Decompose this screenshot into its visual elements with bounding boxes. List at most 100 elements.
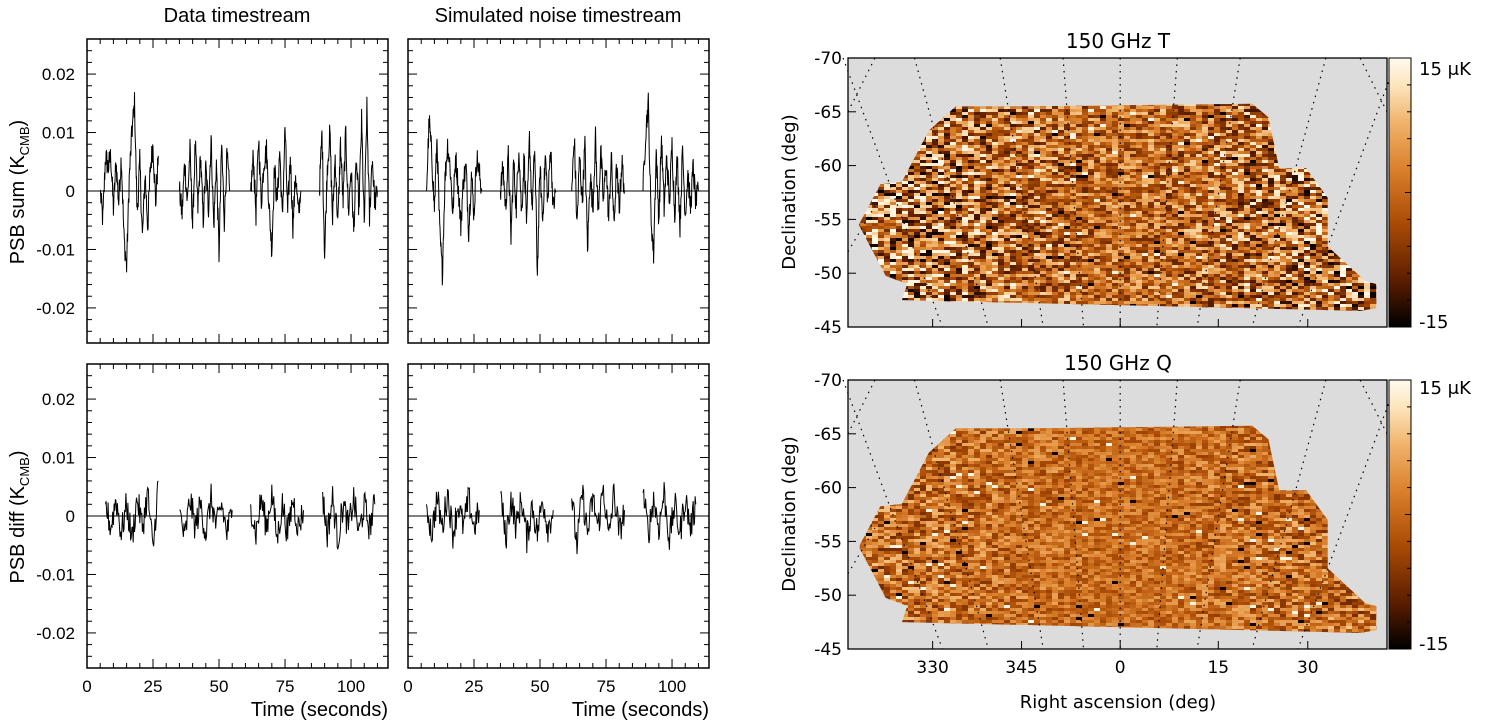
map-pixel — [974, 124, 981, 128]
map-pixel — [1256, 127, 1263, 131]
map-pixel — [998, 208, 1005, 212]
map-pixel — [1196, 115, 1203, 119]
map-pixel — [950, 205, 957, 209]
x-tick-label: 0 — [82, 677, 91, 696]
map-pixel — [1280, 178, 1287, 182]
map-pixel — [926, 133, 933, 137]
map-pixel — [986, 181, 993, 185]
map-pixel — [1004, 175, 1011, 179]
map-pixel — [1076, 151, 1083, 155]
map-pixel — [1052, 133, 1059, 137]
map-pixel — [1238, 130, 1245, 134]
map-pixel — [1298, 193, 1305, 197]
map-pixel — [962, 151, 969, 155]
map-pixel — [908, 199, 915, 203]
map-pixel — [908, 184, 915, 188]
map-pixel — [1016, 115, 1023, 119]
map-pixel — [1046, 115, 1053, 119]
map-pixel — [1280, 199, 1287, 203]
map-pixel — [1064, 202, 1071, 206]
map-pixel — [950, 154, 957, 158]
map-pixel — [1022, 160, 1029, 164]
map-pixel — [1292, 187, 1299, 191]
map-pixel — [1172, 103, 1179, 107]
map-pixel — [956, 208, 963, 212]
map-pixel — [932, 202, 939, 206]
map-pixel — [962, 142, 969, 146]
y-tick-label: -0.02 — [36, 299, 75, 318]
map-pixel — [1160, 124, 1167, 128]
map-pixel — [1064, 178, 1071, 182]
map-pixel — [920, 154, 927, 158]
map-pixel — [986, 157, 993, 161]
map-pixel — [1094, 169, 1101, 173]
map-pixel — [1052, 121, 1059, 125]
map-pixel — [1112, 166, 1119, 170]
map-pixel — [1106, 145, 1113, 149]
map-pixel — [1100, 202, 1107, 206]
map-pixel — [1016, 154, 1023, 158]
map-pixel — [1046, 139, 1053, 143]
timestream-series-segment-3 — [318, 96, 378, 259]
map-pixel — [926, 193, 933, 197]
map-pixel — [1238, 139, 1245, 143]
map-pixel — [1196, 172, 1203, 176]
map-pixel — [1244, 142, 1251, 146]
map-pixel — [1250, 103, 1257, 107]
map-pixel — [1088, 181, 1095, 185]
map-pixel — [1226, 109, 1233, 113]
map-pixel — [1208, 160, 1215, 164]
map-pixel — [1178, 178, 1185, 182]
map-pixel — [890, 202, 897, 206]
map-pixel — [956, 106, 963, 110]
map-pixel — [1040, 199, 1047, 203]
map-pixel — [884, 208, 891, 212]
map-pixel — [1256, 145, 1263, 149]
map-pixel — [1196, 133, 1203, 137]
map-pixel — [1160, 139, 1167, 143]
map-pixel — [1220, 136, 1227, 140]
map-pixel — [1004, 166, 1011, 170]
map-pixel — [1034, 208, 1041, 212]
map-pixel — [986, 136, 993, 140]
map-pixel — [980, 136, 987, 140]
map-pixel — [1124, 106, 1131, 110]
map-pixel — [890, 190, 897, 194]
map-pixel — [1256, 199, 1263, 203]
map-pixel — [1046, 136, 1053, 140]
timestream-series-segment-1 — [500, 490, 554, 554]
map-pixel — [1244, 136, 1251, 140]
map-pixel — [932, 169, 939, 173]
map-pixel — [1154, 145, 1161, 149]
map-pixel — [1016, 151, 1023, 155]
map-pixel — [1010, 133, 1017, 137]
map-pixel — [1202, 166, 1209, 170]
map-pixel — [1244, 163, 1251, 167]
map-pixel — [1124, 208, 1131, 212]
map-pixel — [944, 184, 951, 188]
map-pixel — [950, 169, 957, 173]
map-pixel — [1214, 160, 1221, 164]
map-pixel — [1292, 169, 1299, 173]
map-pixel — [1040, 187, 1047, 191]
map-pixel — [1172, 187, 1179, 191]
map-pixel — [992, 199, 999, 203]
map-pixel — [1100, 154, 1107, 158]
map-pixel — [1148, 106, 1155, 110]
map-pixel — [1244, 181, 1251, 185]
map-pixel — [1148, 124, 1155, 128]
map-pixel — [1124, 172, 1131, 176]
map-pixel — [1172, 190, 1179, 194]
map-pixel — [1088, 145, 1095, 149]
map-pixel — [1250, 193, 1257, 197]
map-pixel — [938, 118, 945, 122]
map-pixel — [1070, 190, 1077, 194]
map-pixel — [1004, 205, 1011, 209]
map-pixel — [1166, 148, 1173, 152]
map-pixel — [1004, 172, 1011, 176]
map-pixel — [872, 199, 879, 203]
map-pixel — [1112, 199, 1119, 203]
map-pixel — [926, 187, 933, 191]
map-pixel — [938, 130, 945, 134]
map-pixel — [1190, 178, 1197, 182]
